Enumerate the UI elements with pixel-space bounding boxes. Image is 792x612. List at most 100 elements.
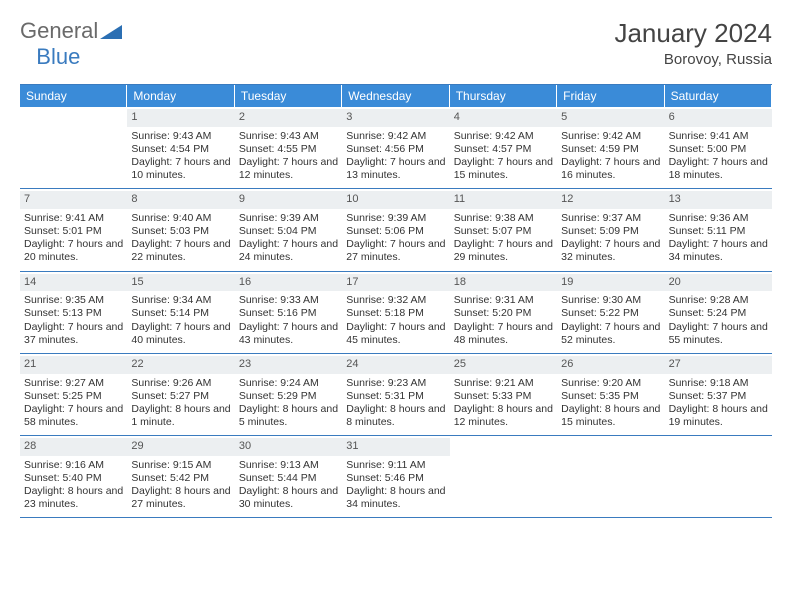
day-number: 10 [342, 191, 449, 209]
calendar-cell: 18Sunrise: 9:31 AMSunset: 5:20 PMDayligh… [450, 272, 557, 354]
day-number: 28 [20, 438, 127, 456]
daylight-line: Daylight: 8 hours and 8 minutes. [346, 403, 445, 429]
daylight-line: Daylight: 7 hours and 22 minutes. [131, 238, 230, 264]
day-number: 21 [20, 356, 127, 374]
calendar-cell: 30Sunrise: 9:13 AMSunset: 5:44 PMDayligh… [235, 436, 342, 518]
sunset-line: Sunset: 5:37 PM [669, 390, 768, 403]
sunrise-line: Sunrise: 9:26 AM [131, 377, 230, 390]
sunset-line: Sunset: 5:18 PM [346, 307, 445, 320]
sunrise-line: Sunrise: 9:11 AM [346, 459, 445, 472]
calendar-cell-empty [665, 436, 772, 518]
sunrise-line: Sunrise: 9:42 AM [561, 130, 660, 143]
sunset-line: Sunset: 5:46 PM [346, 472, 445, 485]
sunrise-line: Sunrise: 9:18 AM [669, 377, 768, 390]
daylight-line: Daylight: 7 hours and 29 minutes. [454, 238, 553, 264]
calendar-cell: 29Sunrise: 9:15 AMSunset: 5:42 PMDayligh… [127, 436, 234, 518]
sunset-line: Sunset: 5:40 PM [24, 472, 123, 485]
calendar-cell: 5Sunrise: 9:42 AMSunset: 4:59 PMDaylight… [557, 107, 664, 189]
sunset-line: Sunset: 5:16 PM [239, 307, 338, 320]
day-number: 14 [20, 274, 127, 292]
calendar-cell: 2 Sunrise: 9:43 AMSunset: 4:55 PMDaylight… [235, 107, 342, 189]
weekday-header: Friday [557, 85, 664, 107]
sunrise-line: Sunrise: 9:30 AM [561, 294, 660, 307]
daylight-line: Daylight: 7 hours and 34 minutes. [669, 238, 768, 264]
daylight-line: Daylight: 7 hours and 27 minutes. [346, 238, 445, 264]
day-number: 6 [665, 109, 772, 127]
calendar-cell: 8Sunrise: 9:40 AMSunset: 5:03 PMDaylight… [127, 189, 234, 271]
calendar-cell: 25Sunrise: 9:21 AMSunset: 5:33 PMDayligh… [450, 354, 557, 436]
daylight-line: Daylight: 8 hours and 23 minutes. [24, 485, 123, 511]
calendar-cell: 14Sunrise: 9:35 AMSunset: 5:13 PMDayligh… [20, 272, 127, 354]
calendar-cell: 28Sunrise: 9:16 AMSunset: 5:40 PMDayligh… [20, 436, 127, 518]
day-number: 8 [127, 191, 234, 209]
sunrise-line: Sunrise: 9:13 AM [239, 459, 338, 472]
daylight-line: Daylight: 7 hours and 45 minutes. [346, 321, 445, 347]
daylight-line: Daylight: 8 hours and 34 minutes. [346, 485, 445, 511]
day-number: 1 [127, 109, 234, 127]
daylight-line: Daylight: 7 hours and 32 minutes. [561, 238, 660, 264]
weekday-header: Tuesday [235, 85, 342, 107]
calendar-cell: 11Sunrise: 9:38 AMSunset: 5:07 PMDayligh… [450, 189, 557, 271]
sunset-line: Sunset: 5:20 PM [454, 307, 553, 320]
sunrise-line: Sunrise: 9:42 AM [454, 130, 553, 143]
daylight-line: Daylight: 8 hours and 1 minute. [131, 403, 230, 429]
day-number: 2 [235, 109, 342, 127]
sunset-line: Sunset: 4:59 PM [561, 143, 660, 156]
daylight-line: Daylight: 7 hours and 37 minutes. [24, 321, 123, 347]
title-block: January 2024 Borovoy, Russia [614, 18, 772, 68]
daylight-line: Daylight: 8 hours and 19 minutes. [669, 403, 768, 429]
sunrise-line: Sunrise: 9:21 AM [454, 377, 553, 390]
sunrise-line: Sunrise: 9:24 AM [239, 377, 338, 390]
daylight-line: Daylight: 7 hours and 52 minutes. [561, 321, 660, 347]
sunset-line: Sunset: 5:27 PM [131, 390, 230, 403]
weekday-header: Saturday [665, 85, 772, 107]
calendar-cell: 27Sunrise: 9:18 AMSunset: 5:37 PMDayligh… [665, 354, 772, 436]
daylight-line: Daylight: 7 hours and 18 minutes. [669, 156, 768, 182]
sunset-line: Sunset: 5:03 PM [131, 225, 230, 238]
sunset-line: Sunset: 4:55 PM [239, 143, 338, 156]
sunset-line: Sunset: 4:57 PM [454, 143, 553, 156]
calendar-cell: 24Sunrise: 9:23 AMSunset: 5:31 PMDayligh… [342, 354, 449, 436]
calendar-cell: 6Sunrise: 9:41 AMSunset: 5:00 PMDaylight… [665, 107, 772, 189]
location: Borovoy, Russia [614, 51, 772, 68]
daylight-line: Daylight: 7 hours and 58 minutes. [24, 403, 123, 429]
calendar-cell: 15Sunrise: 9:34 AMSunset: 5:14 PMDayligh… [127, 272, 234, 354]
calendar-cell: 13Sunrise: 9:36 AMSunset: 5:11 PMDayligh… [665, 189, 772, 271]
sunset-line: Sunset: 4:54 PM [131, 143, 230, 156]
sunset-line: Sunset: 5:01 PM [24, 225, 123, 238]
day-number: 22 [127, 356, 234, 374]
calendar-cell: 21Sunrise: 9:27 AMSunset: 5:25 PMDayligh… [20, 354, 127, 436]
sunrise-line: Sunrise: 9:32 AM [346, 294, 445, 307]
logo-text-blue: Blue [36, 44, 80, 70]
calendar-cell: 3Sunrise: 9:42 AMSunset: 4:56 PMDaylight… [342, 107, 449, 189]
calendar-cell: 10Sunrise: 9:39 AMSunset: 5:06 PMDayligh… [342, 189, 449, 271]
day-number: 24 [342, 356, 449, 374]
day-number: 23 [235, 356, 342, 374]
calendar-cell: 19 Sunrise: 9:30 AMSunset: 5:22 PMDayligh… [557, 272, 664, 354]
sunset-line: Sunset: 5:29 PM [239, 390, 338, 403]
sunrise-line: Sunrise: 9:43 AM [239, 130, 338, 143]
sunset-line: Sunset: 5:11 PM [669, 225, 768, 238]
sunrise-line: Sunrise: 9:35 AM [24, 294, 123, 307]
daylight-line: Daylight: 7 hours and 40 minutes. [131, 321, 230, 347]
sunset-line: Sunset: 5:04 PM [239, 225, 338, 238]
sunrise-line: Sunrise: 9:38 AM [454, 212, 553, 225]
calendar-cell: 16Sunrise: 9:33 AMSunset: 5:16 PMDayligh… [235, 272, 342, 354]
daylight-line: Daylight: 7 hours and 48 minutes. [454, 321, 553, 347]
sunset-line: Sunset: 5:14 PM [131, 307, 230, 320]
calendar-cell: 31 Sunrise: 9:11 AMSunset: 5:46 PMDayligh… [342, 436, 449, 518]
sunset-line: Sunset: 5:22 PM [561, 307, 660, 320]
sunrise-line: Sunrise: 9:15 AM [131, 459, 230, 472]
daylight-line: Daylight: 7 hours and 24 minutes. [239, 238, 338, 264]
sunset-line: Sunset: 5:07 PM [454, 225, 553, 238]
daylight-line: Daylight: 7 hours and 12 minutes. [239, 156, 338, 182]
day-number: 19 [557, 274, 664, 292]
logo: General [20, 18, 122, 44]
day-number: 12 [557, 191, 664, 209]
sunrise-line: Sunrise: 9:31 AM [454, 294, 553, 307]
sunrise-line: Sunrise: 9:41 AM [669, 130, 768, 143]
day-number: 5 [557, 109, 664, 127]
day-number: 31 [342, 438, 449, 456]
weekday-header: Monday [127, 85, 234, 107]
sunrise-line: Sunrise: 9:41 AM [24, 212, 123, 225]
